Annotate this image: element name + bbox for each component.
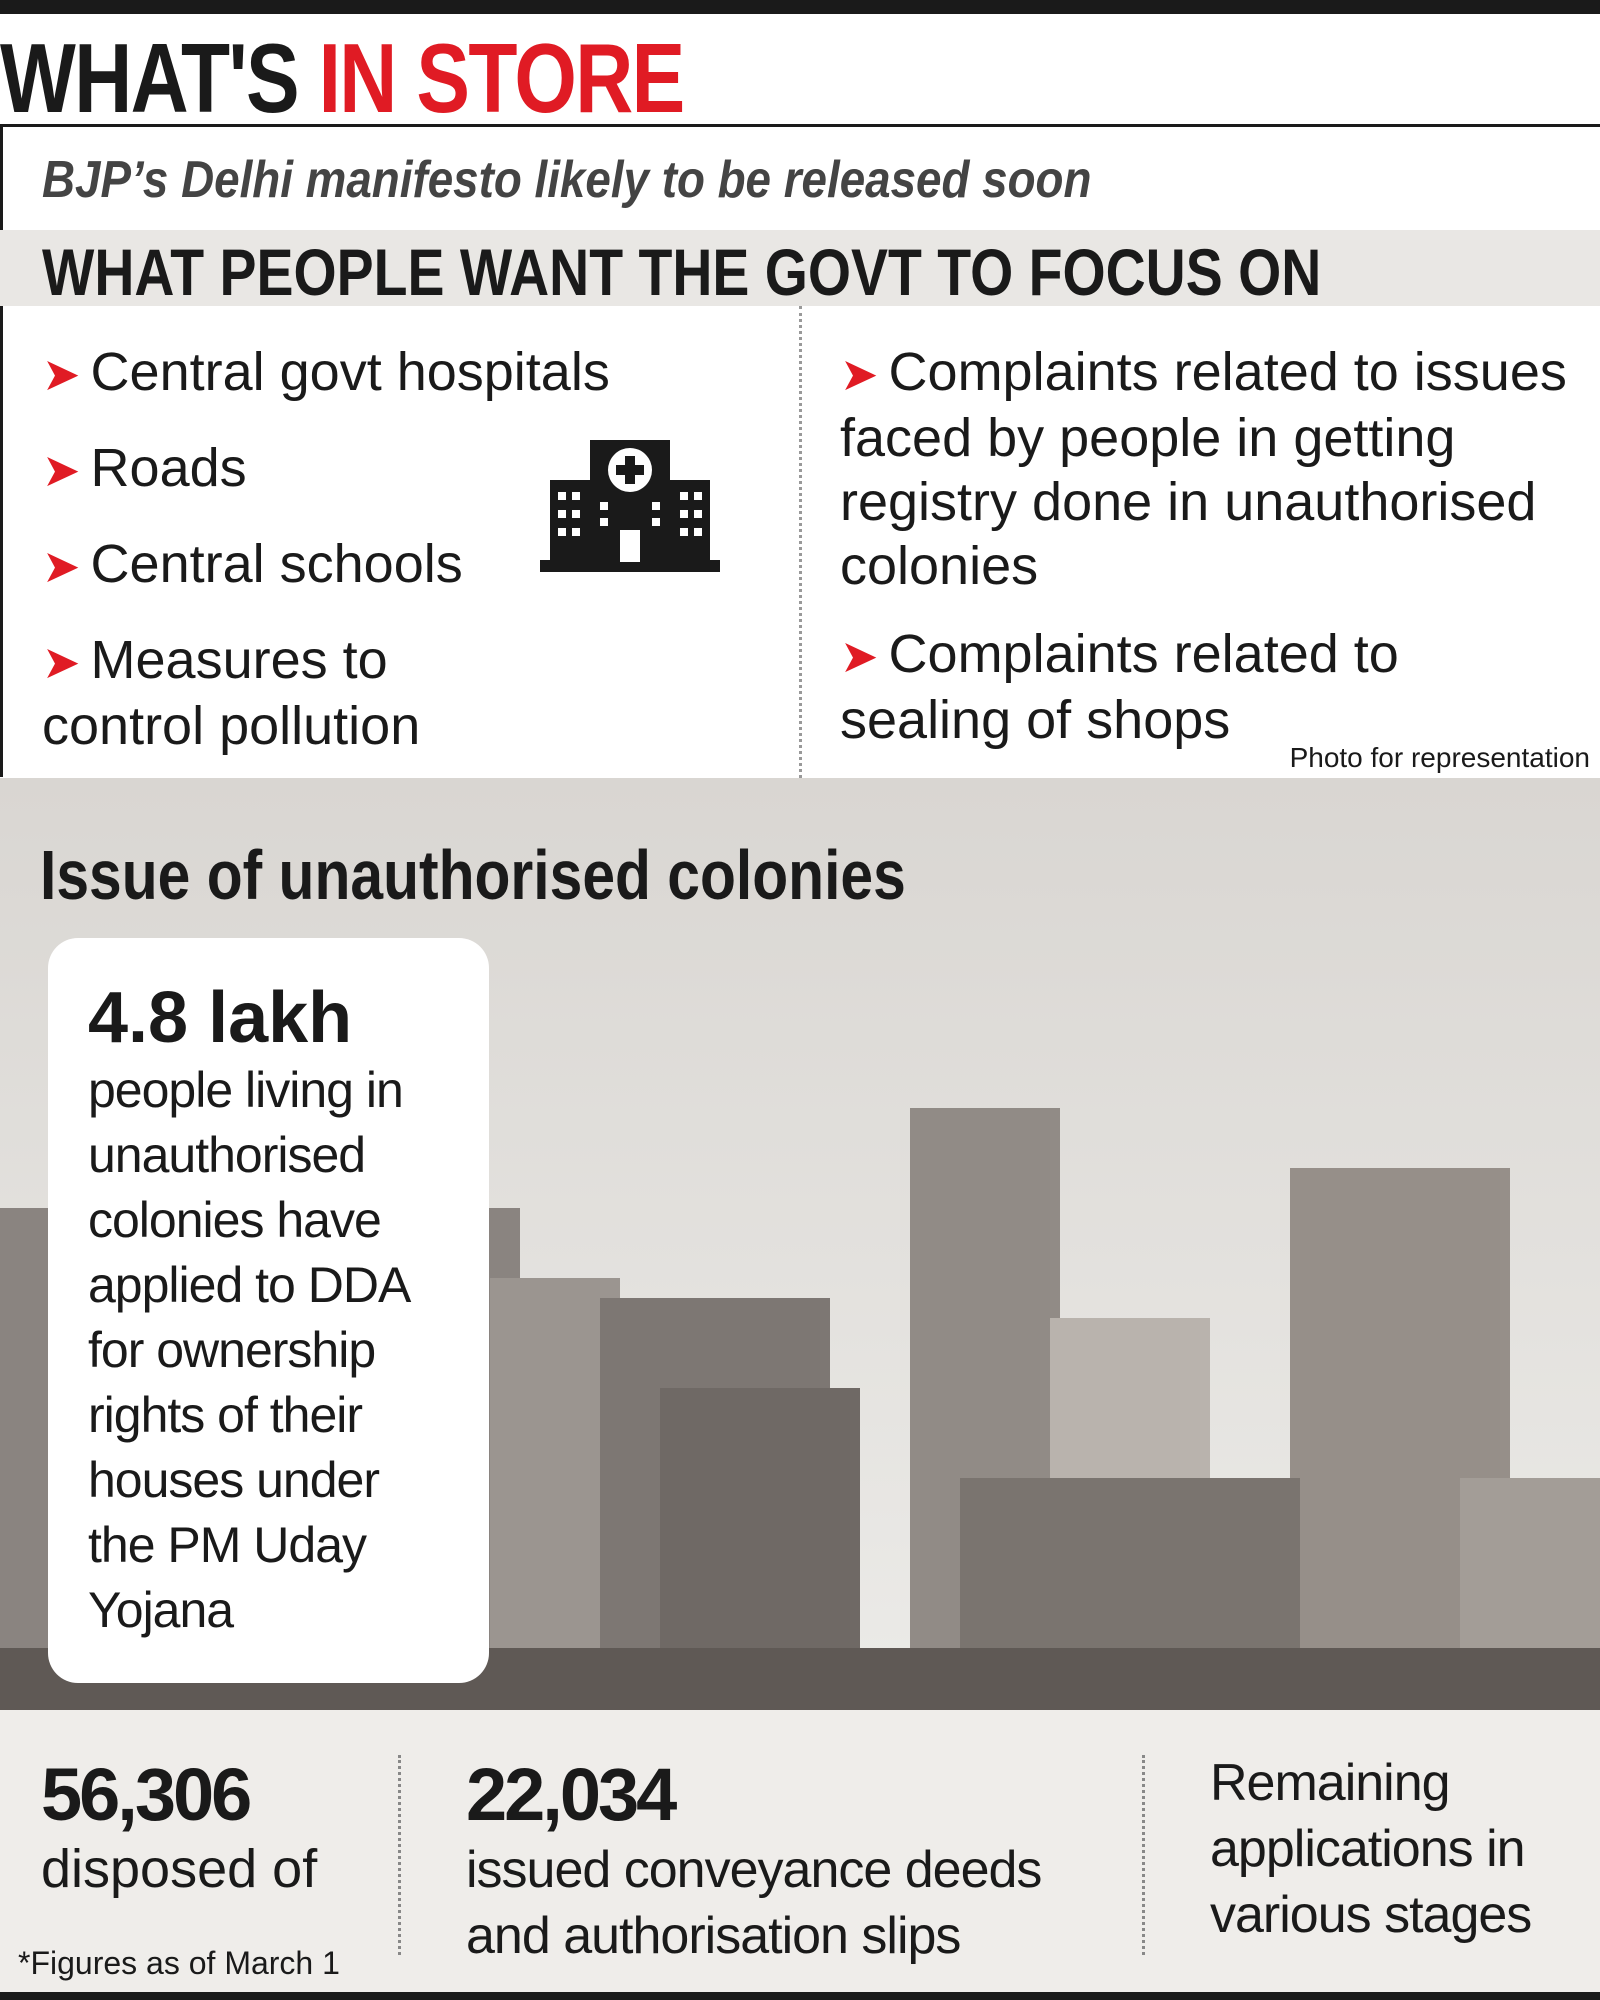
list-item: ➤ Complaints related to issues faced by p… [840,342,1567,596]
title-red: IN STORE [318,23,686,133]
list-item: ➤ Complaints related to sealing of shops [840,624,1399,750]
callout-text: people living in unauthorised colonies h… [88,1062,409,1638]
photo-credit: Photo for representation [1289,742,1590,773]
callout: 4.8 lakh people living in unauthorised c… [48,938,489,1683]
item-text: Complaints related to issues faced by pe… [840,342,1567,596]
stat-figure: 56,306 [41,1753,252,1836]
item-text: Measures to control pollution [42,630,421,756]
stat-label: disposed of [41,1839,318,1899]
title: WHAT'S IN STORE [0,22,686,135]
stat-label: Remaining applications in various stages [1210,1754,1532,1944]
left-list: ➤ Central govt hospitals ➤ Roads ➤ Central … [42,340,662,788]
rule [0,124,1600,127]
top-bar [0,0,1600,14]
item-text: Roads [90,438,247,498]
subtitle: BJP’s Delhi manifesto likely to be relea… [42,151,1092,209]
title-black: WHAT'S [0,23,300,133]
divider [799,306,802,778]
focus-heading: WHAT PEOPLE WANT THE GOVT TO FOCUS ON [42,235,1322,309]
section-heading: Issue of unauthorised colonies [40,836,906,914]
list-item: ➤ Roads [42,438,247,498]
stat: 22,034 issued conveyance deeds and autho… [466,1752,1126,1969]
focus-band [0,230,1600,306]
callout-figure: 4.8 lakh [88,978,353,1058]
item-text: Central govt hospitals [90,342,610,402]
item-text: Central schools [90,534,463,594]
list-item: ➤ Measures to control pollution [42,630,421,756]
left-rule [0,127,3,777]
bottom-bar [0,1992,1600,2000]
list-item: ➤ Central govt hospitals [42,342,610,402]
stat-label: issued conveyance deeds and authorisatio… [466,1841,1042,1965]
stat: 56,306 disposed of [41,1752,391,1901]
footnote: *Figures as of March 1 [18,1945,340,1981]
item-text: Complaints related to sealing of shops [840,624,1399,750]
divider [1142,1755,1145,1955]
right-list: ➤ Complaints related to issues faced by p… [840,340,1580,782]
stat-figure: 22,034 [466,1753,677,1836]
stats-band [0,1710,1600,2000]
divider [398,1755,401,1955]
list-item: ➤ Central schools [42,534,463,594]
hospital-icon [540,440,720,572]
